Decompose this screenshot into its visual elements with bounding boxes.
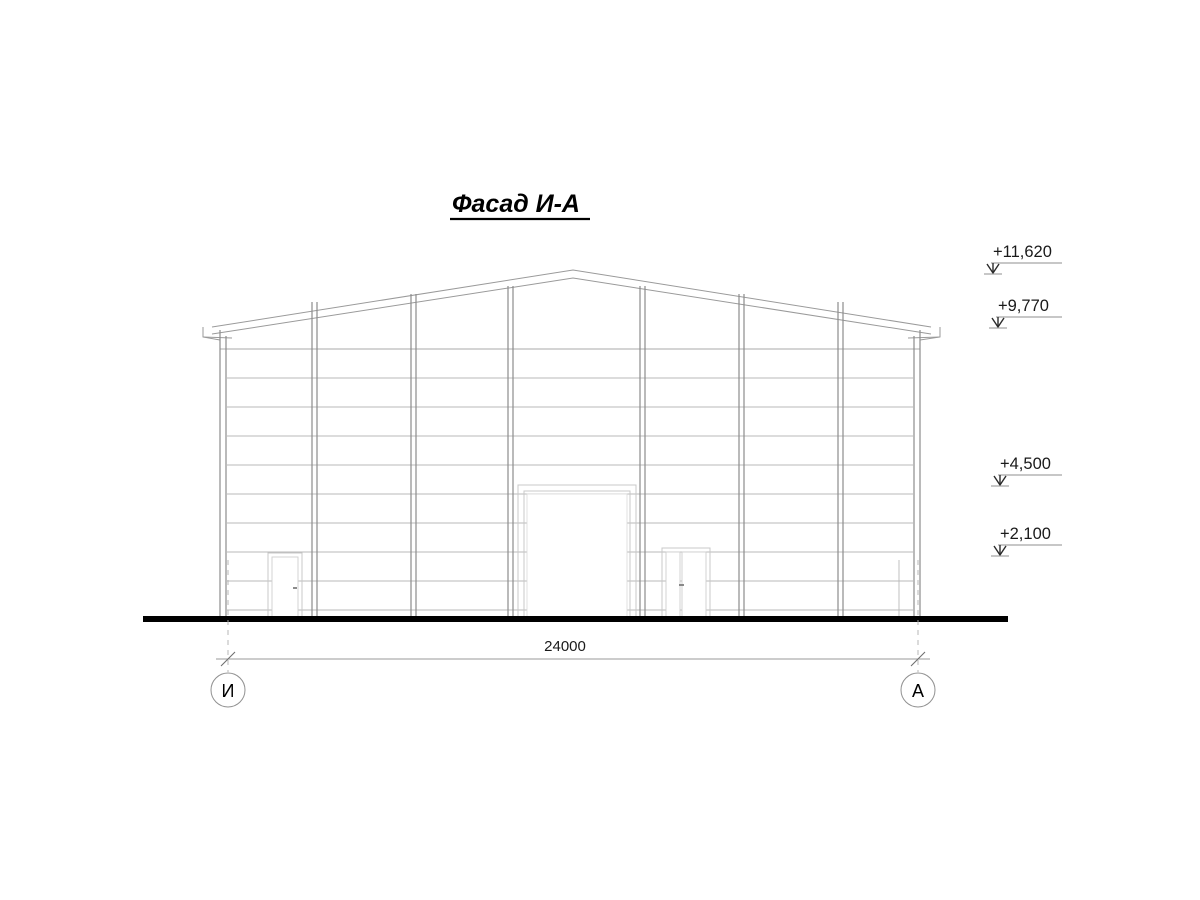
dimension-tick-left: [220, 651, 236, 667]
level-arrow-icon: [991, 317, 1005, 329]
eave-overhang-left-underside: [202, 336, 233, 339]
page-title: Фасад И-А: [452, 190, 580, 218]
level-label: +11,620: [993, 243, 1052, 261]
dimension-group: 24000: [216, 560, 930, 672]
level-arrow-icon: [986, 263, 1000, 275]
level-arrow-icon: [993, 545, 1007, 557]
eave-overhang-right-underside: [907, 336, 941, 339]
dimension-tick-right: [910, 651, 926, 667]
grid-bubble-right[interactable]: А: [900, 672, 936, 708]
level-marker-eave: +9,770: [989, 297, 1062, 329]
grid-bubble-circle: [210, 672, 246, 708]
door-right[interactable]: [661, 547, 711, 620]
grid-bubble-left[interactable]: И: [210, 672, 246, 708]
gate-leaf: [526, 493, 628, 620]
building-envelope: [202, 269, 941, 619]
gate-main[interactable]: [517, 484, 637, 620]
door-right-leaf-wide: [681, 551, 707, 620]
level-label: +2,100: [1000, 525, 1051, 543]
drawing-title-group: Фасад И-А: [450, 190, 590, 221]
door-right-leaf-narrow: [665, 551, 681, 620]
grid-bubble-label: А: [912, 681, 924, 701]
grid-bubble-circle: [900, 672, 936, 708]
roof-ridge-lower-line: [211, 277, 932, 335]
level-marker-low: +2,100: [991, 525, 1062, 557]
door-left[interactable]: [267, 552, 303, 620]
level-label: +4,500: [1000, 455, 1051, 473]
dimension-label: 24000: [544, 638, 586, 655]
level-marker-ridge: +11,620: [984, 243, 1062, 275]
level-label: +9,770: [998, 297, 1049, 315]
grid-bubble-label: И: [222, 681, 235, 701]
roof-ridge-upper-line: [211, 269, 932, 328]
level-marker-mid: +4,500: [991, 455, 1062, 487]
level-arrow-icon: [993, 475, 1007, 487]
